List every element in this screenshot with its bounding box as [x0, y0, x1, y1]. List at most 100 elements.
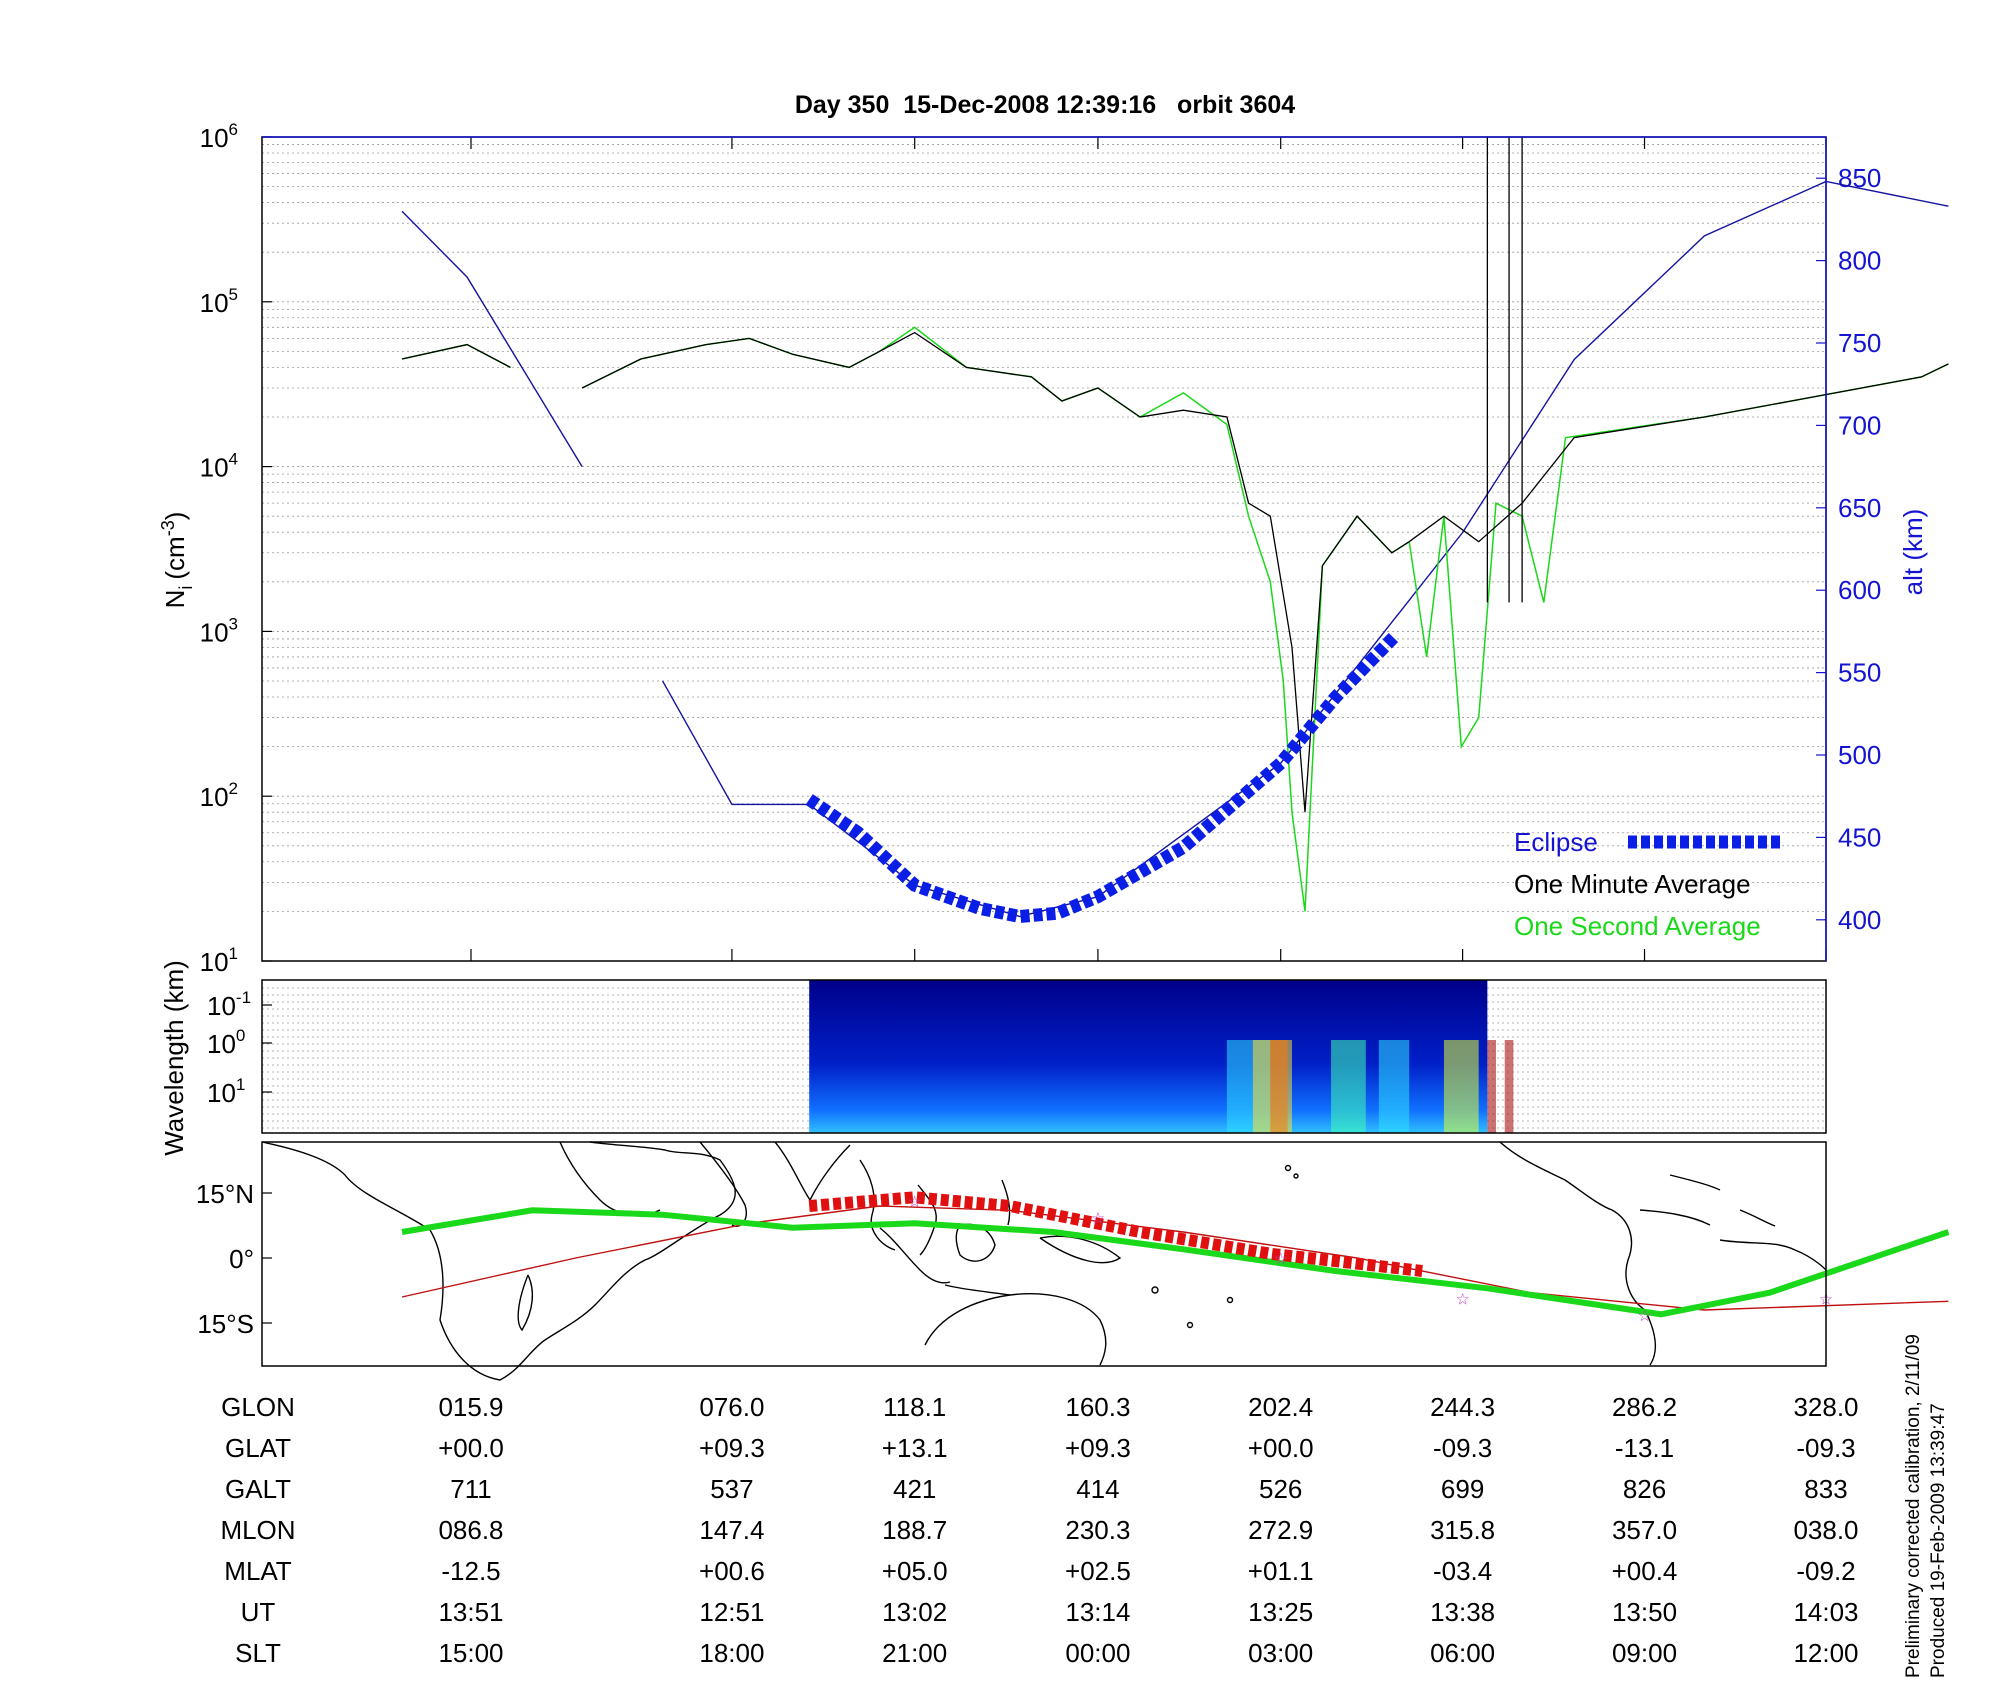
ephemeris-cell: -09.2 — [1796, 1556, 1855, 1586]
eclipse-track — [808, 1191, 1423, 1277]
ephemeris-cell: -12.5 — [441, 1556, 500, 1586]
series-one-second — [581, 326, 1949, 912]
spectrogram-image — [809, 980, 1488, 1133]
y-tick-label: 106 — [200, 120, 238, 153]
series-eclipse — [805, 630, 1401, 924]
density-axis-label: Ni(cm-3) — [158, 512, 196, 609]
map-tracks: ☆☆☆☆☆☆ — [401, 1191, 1950, 1325]
footer-calibration-note: Preliminary corrected calibration, 2/11/… — [1903, 1334, 1924, 1678]
y-tick-label: 103 — [200, 614, 238, 647]
ephemeris-cell: 160.3 — [1065, 1392, 1130, 1422]
y2-tick-label: 600 — [1838, 575, 1881, 605]
legend: Eclipse One Minute Average One Second Av… — [1514, 827, 1780, 941]
ephemeris-cell: 21:00 — [882, 1638, 947, 1668]
density-series — [401, 137, 1949, 924]
chart-title: Day 350 15-Dec-2008 12:39:16 orbit 3604 — [795, 91, 1295, 119]
satellite-track — [401, 1207, 1950, 1318]
ephemeris-cell: 015.9 — [438, 1392, 503, 1422]
ephemeris-cell: -09.3 — [1796, 1433, 1855, 1463]
series-altitude — [661, 180, 1949, 918]
ephemeris-row-label: SLT — [235, 1638, 281, 1668]
coastline-outlines — [261, 1141, 1827, 1381]
track-star-marker: ☆ — [1274, 1251, 1288, 1268]
ephemeris-cell: 357.0 — [1612, 1515, 1677, 1545]
density-panel: 101 102 103 104 105 106 400 450 500 550 600 650 700… — [158, 120, 1949, 977]
ephemeris-cell: 12:00 — [1793, 1638, 1858, 1668]
spectrogram-band — [1504, 1040, 1514, 1133]
density-y-ticks: 101 102 103 104 105 106 — [200, 120, 272, 977]
ephemeris-cell: 315.8 — [1430, 1515, 1495, 1545]
ephemeris-cell: 14:03 — [1793, 1597, 1858, 1627]
ephemeris-cell: 286.2 — [1612, 1392, 1677, 1422]
ephemeris-cell: 06:00 — [1430, 1638, 1495, 1668]
ephemeris-row-label: MLAT — [224, 1556, 292, 1586]
ephemeris-row-label: GALT — [225, 1474, 291, 1504]
spectrogram-y-ticks: 10-1 100 101 — [207, 988, 272, 1108]
spectrogram-y-tick-label: 10-1 — [207, 988, 251, 1021]
ephemeris-cell: 12:51 — [699, 1597, 764, 1627]
density-x-ticks — [470, 137, 1827, 961]
ephemeris-row-label: MLON — [220, 1515, 295, 1545]
ephemeris-cell: 09:00 — [1612, 1638, 1677, 1668]
ephemeris-cell: 13:14 — [1065, 1597, 1130, 1627]
spectrogram-band — [1487, 1040, 1497, 1133]
ephemeris-cell: +09.3 — [1065, 1433, 1131, 1463]
ephemeris-cell: 18:00 — [699, 1638, 764, 1668]
spectrogram-frame — [261, 979, 1827, 1134]
track-star-marker: ☆ — [908, 1194, 922, 1211]
ephemeris-cell: 826 — [1623, 1474, 1666, 1504]
ephemeris-cell: +01.1 — [1248, 1556, 1314, 1586]
dip-equator-line — [401, 1205, 1949, 1311]
map-y-tick-label: 15°N — [196, 1179, 254, 1209]
y2-tick-label: 650 — [1838, 493, 1881, 523]
y2-tick-label: 800 — [1838, 246, 1881, 276]
ephemeris-cell: +02.5 — [1065, 1556, 1131, 1586]
y2-tick-label: 500 — [1838, 740, 1881, 770]
legend-label-eclipse: Eclipse — [1514, 827, 1598, 857]
ephemeris-cell: -09.3 — [1433, 1433, 1492, 1463]
spectrogram-band — [1443, 1040, 1479, 1133]
ephemeris-cell: 230.3 — [1065, 1515, 1130, 1545]
ephemeris-cell: 414 — [1076, 1474, 1119, 1504]
y2-tick-label: 450 — [1838, 822, 1881, 852]
spectrogram-panel: 10-1 100 101 Wavelength (km) — [159, 960, 1827, 1156]
y-tick-label: 105 — [200, 285, 238, 318]
spectrogram-y-tick-label: 100 — [207, 1026, 245, 1059]
spectrogram-band — [1270, 1040, 1288, 1133]
map-y-tick-label: 0° — [229, 1244, 254, 1274]
y-tick-label: 104 — [200, 450, 238, 483]
ephemeris-cell: 188.7 — [882, 1515, 947, 1545]
y-tick-label: 101 — [200, 944, 238, 977]
ephemeris-cell: 03:00 — [1248, 1638, 1313, 1668]
ephemeris-row-label: UT — [241, 1597, 276, 1627]
ephemeris-cell: +13.1 — [882, 1433, 948, 1463]
series-one-minute — [401, 343, 511, 368]
track-star-marker: ☆ — [1637, 1308, 1651, 1325]
ephemeris-cell: 086.8 — [438, 1515, 503, 1545]
legend-label-one-minute: One Minute Average — [1514, 869, 1751, 899]
map-y-tick-label: 15°S — [197, 1309, 254, 1339]
legend-label-one-second: One Second Average — [1514, 911, 1761, 941]
ephemeris-cell: +00.0 — [1248, 1433, 1314, 1463]
ephemeris-cell: 13:25 — [1248, 1597, 1313, 1627]
map-panel: ☆☆☆☆☆☆ 15°N0°15°S — [196, 1141, 1950, 1381]
ephemeris-cell: 537 — [710, 1474, 753, 1504]
ephemeris-cell: 526 — [1259, 1474, 1302, 1504]
y2-tick-label: 550 — [1838, 658, 1881, 688]
ephemeris-cell: 076.0 — [699, 1392, 764, 1422]
ephemeris-row-label: GLON — [221, 1392, 295, 1422]
ephemeris-cell: 118.1 — [883, 1392, 946, 1422]
map-frame — [261, 1141, 1827, 1367]
altitude-axis-label: alt (km) — [1898, 509, 1928, 596]
ephemeris-cell: 13:02 — [882, 1597, 947, 1627]
ephemeris-cell: +00.0 — [438, 1433, 504, 1463]
spectrogram-band — [1378, 1040, 1410, 1133]
ephemeris-cell: +00.6 — [699, 1556, 765, 1586]
track-star-marker: ☆ — [1455, 1291, 1469, 1308]
y-tick-label: 102 — [200, 779, 238, 812]
ephemeris-cell: 15:00 — [438, 1638, 503, 1668]
y2-tick-label: 750 — [1838, 328, 1881, 358]
ephemeris-cell: -13.1 — [1615, 1433, 1674, 1463]
ephemeris-cell: 833 — [1804, 1474, 1847, 1504]
